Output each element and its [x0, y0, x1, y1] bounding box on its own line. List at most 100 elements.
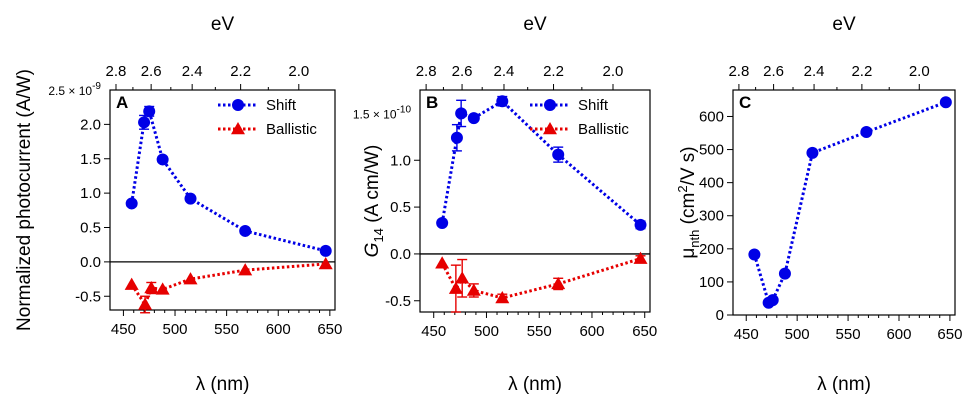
top-tick-label: 2.8 — [106, 63, 127, 80]
top-axis-title: eV — [211, 14, 235, 35]
data-point — [124, 277, 139, 290]
x-tick-label: 450 — [734, 326, 759, 343]
data-point — [467, 112, 480, 125]
y-title-main: G — [362, 243, 383, 258]
data-point — [778, 267, 791, 280]
y-title-sub: nth — [687, 230, 702, 248]
data-point — [634, 218, 647, 231]
x-tick-label: 650 — [937, 326, 962, 343]
data-point — [551, 276, 566, 290]
y-title-sup: 2 — [675, 185, 690, 192]
y-exponent-power: -10 — [397, 104, 412, 115]
x-tick-label: 500 — [474, 323, 499, 340]
data-point — [143, 105, 156, 118]
top-tick-label: 2.8 — [416, 63, 437, 80]
panel-letter: C — [739, 93, 751, 112]
series-mobility — [748, 96, 952, 309]
data-point — [448, 281, 463, 294]
series-shift — [125, 105, 332, 257]
x-tick-label: 450 — [111, 321, 136, 338]
data-point — [860, 126, 873, 139]
data-point — [156, 153, 169, 166]
y-title-sub: 14 — [371, 228, 386, 242]
top-tick-label: 2.2 — [851, 63, 872, 80]
x-tick-label: 550 — [214, 321, 239, 338]
y-tick-label: 400 — [699, 175, 724, 192]
y-tick-label: 2.0 — [80, 116, 101, 133]
y-tick-label: 200 — [699, 241, 724, 258]
plot-frame — [732, 89, 956, 316]
data-point — [455, 271, 470, 284]
x-tick-label: 650 — [632, 323, 657, 340]
x-axis-title: λ (nm) — [196, 374, 250, 395]
top-tick-label: 2.2 — [543, 63, 564, 80]
y-title-rest: (cm — [678, 193, 699, 230]
x-tick-label: 450 — [421, 323, 446, 340]
y-tick-label: -0.5 — [75, 288, 101, 305]
legend-label: Shift — [578, 97, 609, 114]
data-point — [319, 244, 332, 257]
x-tick-label: 550 — [836, 326, 861, 343]
legend-marker — [544, 99, 556, 111]
top-tick-label: 2.6 — [763, 63, 784, 80]
plot-frame — [109, 89, 336, 311]
y-tick-label: 500 — [699, 142, 724, 159]
data-point — [138, 297, 153, 310]
y-tick-label: 0 — [716, 307, 724, 324]
series-shift — [436, 95, 647, 231]
panel-letter: B — [426, 93, 438, 112]
panel-letter: A — [116, 93, 128, 112]
data-point — [238, 263, 253, 276]
data-point — [436, 217, 449, 230]
y-axis-title: G14 (A cm/W) — [362, 145, 386, 258]
data-point — [138, 116, 151, 129]
y-axis-title: Normalized photocurrent (A/W) — [14, 69, 35, 331]
top-tick-label: 2.4 — [804, 63, 825, 80]
legend-marker — [543, 122, 557, 135]
y-title-rest: (A cm/W) — [362, 145, 383, 228]
data-point — [455, 107, 468, 120]
panel-b: 450 500 550 600 650 2.8 2.6 2.4 2.2 2.0 eV -0.5 0.0 0… — [353, 14, 657, 395]
plot-frame — [419, 89, 651, 313]
data-point — [748, 248, 761, 261]
top-tick-label: 2.0 — [909, 63, 930, 80]
legend-marker — [231, 122, 245, 135]
top-tick-label: 2.8 — [728, 63, 749, 80]
data-point — [766, 294, 779, 307]
series-line — [130, 262, 326, 308]
y-tick-label: 1.5 — [80, 151, 101, 168]
x-tick-label: 600 — [579, 323, 604, 340]
y-exponent-label: 2.5 × 10-9 — [48, 81, 101, 98]
legend-label: Ballistic — [578, 121, 629, 138]
y-tick-label: 0.5 — [80, 220, 101, 237]
x-tick-label: 500 — [785, 326, 810, 343]
y-title-end: /V s) — [678, 146, 699, 185]
data-point — [155, 282, 170, 295]
y-exponent-base: 1.5 × 10 — [353, 107, 397, 121]
legend-label: Ballistic — [266, 121, 317, 138]
top-tick-label: 2.0 — [603, 63, 624, 80]
data-point — [435, 256, 450, 269]
x-tick-label: 550 — [527, 323, 552, 340]
data-point — [125, 197, 138, 210]
data-point — [184, 192, 197, 205]
data-point — [466, 283, 481, 296]
legend-marker — [232, 99, 244, 111]
panel-a: 450 500 550 600 650 2.8 2.6 2.4 2.2 2.0 eV -0.5 0.0 0… — [14, 14, 342, 395]
top-tick-label: 2.4 — [494, 63, 515, 80]
x-axis-title: λ (nm) — [817, 374, 871, 395]
series-ballistic — [435, 251, 648, 313]
y-tick-label: 0.5 — [390, 199, 411, 216]
y-exponent-base: 2.5 × 10 — [48, 84, 92, 98]
y-tick-label: 0.0 — [390, 246, 411, 263]
y-tick-label: 300 — [699, 208, 724, 225]
legend: Shift Ballistic — [218, 97, 317, 138]
top-tick-label: 2.6 — [452, 63, 473, 80]
y-tick-label: 0.0 — [80, 254, 101, 271]
y-exponent-label: 1.5 × 10-10 — [353, 104, 412, 121]
y-exponent-power: -9 — [92, 81, 101, 92]
x-tick-label: 600 — [266, 321, 291, 338]
y-tick-label: 600 — [699, 108, 724, 125]
top-axis-title: eV — [832, 14, 856, 35]
x-tick-label: 500 — [163, 321, 188, 338]
